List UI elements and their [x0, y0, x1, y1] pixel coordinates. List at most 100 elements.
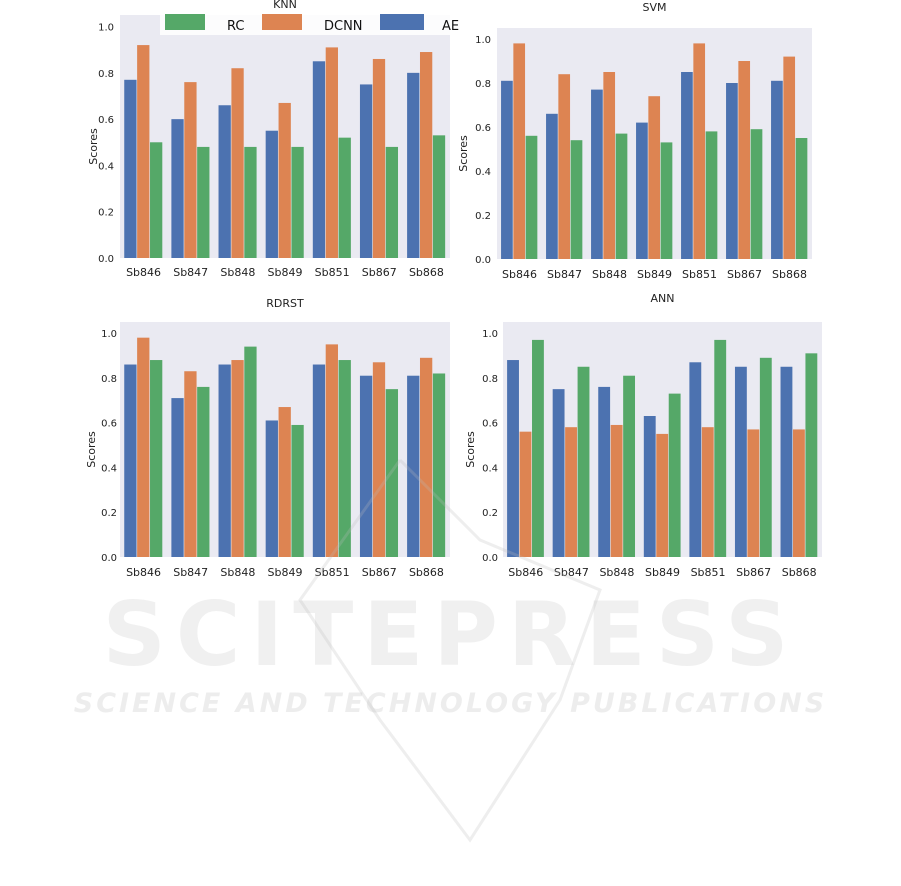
legend: RC DCNN AE	[160, 11, 459, 35]
panel-svm-xtick: Sb847	[547, 268, 582, 281]
panel-rdrst-bar-dcnn-sb867	[372, 362, 386, 557]
panel-rdrst-ytick: 0.8	[101, 374, 117, 385]
panel-ann-bar-ae-sb846	[507, 360, 519, 557]
panel-rdrst-bar-dcnn-sb851	[325, 344, 338, 557]
panel-svm-bar-ae-sb851	[681, 72, 693, 259]
panel-ann-bar-ae-sb848	[598, 386, 611, 557]
panel-rdrst-bar-rc-sb851	[338, 360, 351, 557]
panel-ann-title: ANN	[651, 292, 675, 305]
panel-svm-bar-dcnn-sb849	[648, 96, 661, 259]
panel-svm-xtick: Sb846	[502, 268, 537, 281]
panel-svm-ylabel: Scores	[457, 135, 470, 172]
panel-ann-bar-dcnn-sb846	[519, 431, 532, 557]
panel-rdrst-bar-rc-sb848	[244, 346, 257, 557]
panel-knn-bar-rc-sb849	[291, 146, 304, 258]
panel-ann-bar-rc-sb846	[532, 339, 544, 557]
panel-rdrst-bar-rc-sb847	[197, 386, 210, 557]
panel-knn-bar-rc-sb851	[338, 137, 351, 258]
panel-ann-xtick: Sb846	[508, 566, 543, 579]
panel-knn-bar-ae-sb847	[171, 119, 184, 259]
panel-knn-title: KNN	[273, 0, 297, 11]
panel-knn-bar-dcnn-sb846	[137, 45, 150, 259]
panel-rdrst-bar-rc-sb867	[385, 389, 399, 557]
panel-knn: KNN Scores 0.0 0.2 0.4 0.6 0.8 1.0 Sb846 Sb847 Sb8…	[87, 0, 450, 279]
panel-knn-bar-dcnn-sb849	[278, 102, 291, 258]
panel-knn-bar-ae-sb849	[265, 130, 278, 258]
legend-swatch-rc	[165, 14, 205, 30]
legend-swatch-ae	[380, 14, 424, 30]
panel-knn-ytick: 1.0	[98, 23, 114, 34]
panel-rdrst-title: RDRST	[266, 297, 304, 310]
panel-rdrst-bar-dcnn-sb847	[184, 371, 197, 557]
panel-knn-bar-ae-sb851	[312, 61, 326, 259]
panel-ann-bar-ae-sb867	[734, 366, 747, 557]
panel-ann-xtick: Sb849	[645, 566, 680, 579]
panel-knn-xtick: Sb847	[173, 266, 208, 279]
panel-rdrst-bar-ae-sb867	[359, 375, 373, 557]
panel-ann-bar-rc-sb848	[623, 375, 636, 557]
panel-svm-bar-dcnn-sb867	[738, 61, 751, 259]
panel-rdrst-xtick: Sb868	[409, 566, 444, 579]
panel-svm-bar-ae-sb848	[591, 89, 603, 259]
panel-ann-xtick: Sb867	[736, 566, 771, 579]
panel-svm-bar-rc-sb847	[570, 140, 583, 259]
panel-svm-bar-ae-sb868	[771, 80, 783, 259]
panel-svm-bar-rc-sb848	[615, 133, 628, 259]
panel-svm-bar-ae-sb846	[501, 80, 513, 259]
panel-knn-bar-rc-sb867	[385, 146, 399, 258]
panel-ann-ytick: 0.8	[482, 374, 498, 385]
panel-svm-bar-rc-sb868	[795, 138, 808, 259]
panel-ann-ytick: 0.0	[482, 553, 498, 564]
panel-ann-xtick: Sb848	[599, 566, 634, 579]
panel-rdrst-bar-ae-sb849	[265, 420, 278, 557]
panel-knn-xtick: Sb867	[362, 266, 397, 279]
panel-svm-bar-rc-sb867	[750, 129, 763, 259]
panel-rdrst-ytick: 0.6	[101, 419, 117, 430]
panel-ann-bar-dcnn-sb849	[656, 433, 669, 557]
watermark-shape	[298, 458, 602, 843]
panel-knn-xtick: Sb849	[268, 266, 303, 279]
panel-rdrst-bar-dcnn-sb848	[231, 360, 244, 557]
panel-ann-bar-dcnn-sb868	[792, 429, 805, 557]
panel-ann-bar-rc-sb868	[805, 353, 818, 557]
panel-svm-bar-ae-sb849	[636, 122, 648, 259]
panel-svm-ytick: 0.8	[475, 79, 491, 90]
panel-ann-xtick: Sb847	[554, 566, 589, 579]
panel-knn-bar-dcnn-sb868	[419, 52, 433, 259]
panel-knn-bar-rc-sb868	[432, 135, 446, 258]
panel-svm: SVM Scores 0.0 0.2 0.4 0.6 0.8 1.0 Sb846 Sb847 Sb8…	[457, 1, 812, 281]
panel-ann-ylabel: Scores	[464, 431, 477, 468]
panel-knn-ytick: 0.4	[98, 161, 114, 172]
panel-ann-bar-ae-sb847	[552, 389, 565, 557]
panel-svm-bar-ae-sb847	[546, 113, 558, 259]
panel-rdrst-bar-ae-sb851	[312, 364, 326, 557]
panel-rdrst-bar-dcnn-sb849	[278, 407, 291, 557]
panel-rdrst-bar-dcnn-sb868	[419, 357, 433, 557]
panel-ann-bar-ae-sb851	[689, 362, 702, 557]
panel-rdrst: RDRST Scores 0.0 0.2 0.4 0.6 0.8 1.0 Sb846 Sb847 S…	[85, 297, 450, 579]
panel-knn-bar-rc-sb847	[197, 146, 210, 258]
panel-rdrst-xtick: Sb851	[315, 566, 350, 579]
panel-ann-bar-dcnn-sb867	[747, 429, 760, 557]
legend-label-dcnn: DCNN	[324, 19, 363, 34]
panel-knn-xtick: Sb846	[126, 266, 161, 279]
panel-svm-ytick: 0.2	[475, 211, 491, 222]
panel-rdrst-bar-ae-sb846	[124, 364, 137, 557]
panel-rdrst-xtick: Sb848	[220, 566, 255, 579]
panel-knn-bar-dcnn-sb848	[231, 68, 244, 258]
panel-ann-bar-rc-sb847	[577, 366, 590, 557]
panel-svm-bar-dcnn-sb851	[693, 43, 706, 260]
watermark-outline	[298, 458, 602, 843]
panel-rdrst-bar-ae-sb868	[407, 375, 420, 557]
panel-ann: ANN Scores 0.0 0.2 0.4 0.6 0.8 1.0 Sb846 Sb847 Sb8…	[464, 292, 822, 579]
panel-rdrst-xtick: Sb867	[362, 566, 397, 579]
panel-svm-bar-dcnn-sb847	[558, 74, 571, 259]
panel-svm-xtick: Sb867	[727, 268, 762, 281]
legend-label-rc: RC	[227, 19, 244, 34]
panel-knn-bar-dcnn-sb867	[372, 58, 386, 258]
panel-ann-bar-dcnn-sb848	[610, 424, 623, 557]
panel-knn-ytick: 0.2	[98, 208, 114, 219]
panel-svm-ytick: 0.6	[475, 123, 491, 134]
panel-knn-ylabel: Scores	[87, 128, 100, 165]
panel-svm-bar-rc-sb849	[660, 142, 673, 259]
